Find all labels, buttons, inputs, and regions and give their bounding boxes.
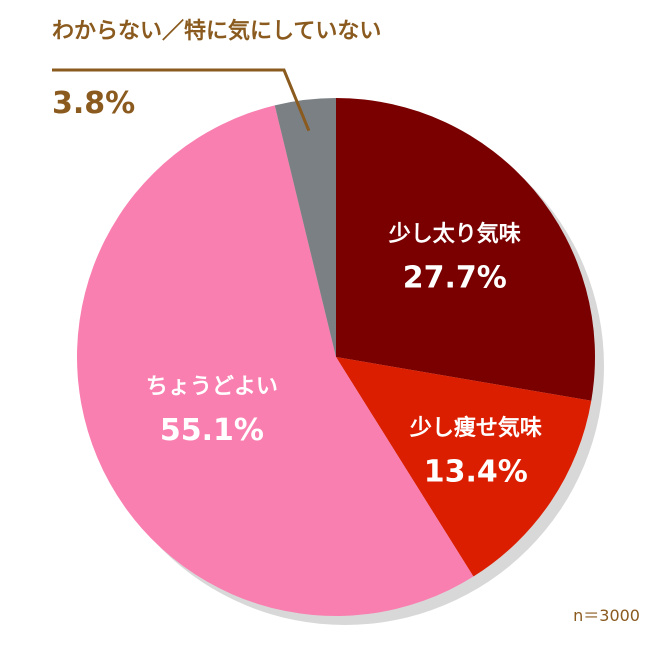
- slice-value-4: 3.8%: [52, 86, 135, 121]
- slice-label-1: 少し太り気味: [388, 221, 521, 247]
- slice-label-2: 少し痩せ気味: [409, 415, 542, 441]
- slice-value-1: 27.7%: [403, 260, 507, 295]
- pie-slice-1: [336, 98, 595, 401]
- pie-slice-2: [336, 357, 592, 577]
- pie-slice-3: [76, 105, 474, 617]
- slice-value-2: 13.4%: [424, 454, 528, 489]
- sample-size-note: n＝3000: [573, 606, 640, 625]
- slice-label-3: ちょうどよい: [146, 374, 278, 399]
- callout-line: [52, 68, 311, 132]
- slice-value-3: 55.1%: [160, 413, 264, 448]
- slice-label-4: わからない／特に気にしていない: [52, 18, 381, 44]
- pie-slice-4: [274, 98, 336, 357]
